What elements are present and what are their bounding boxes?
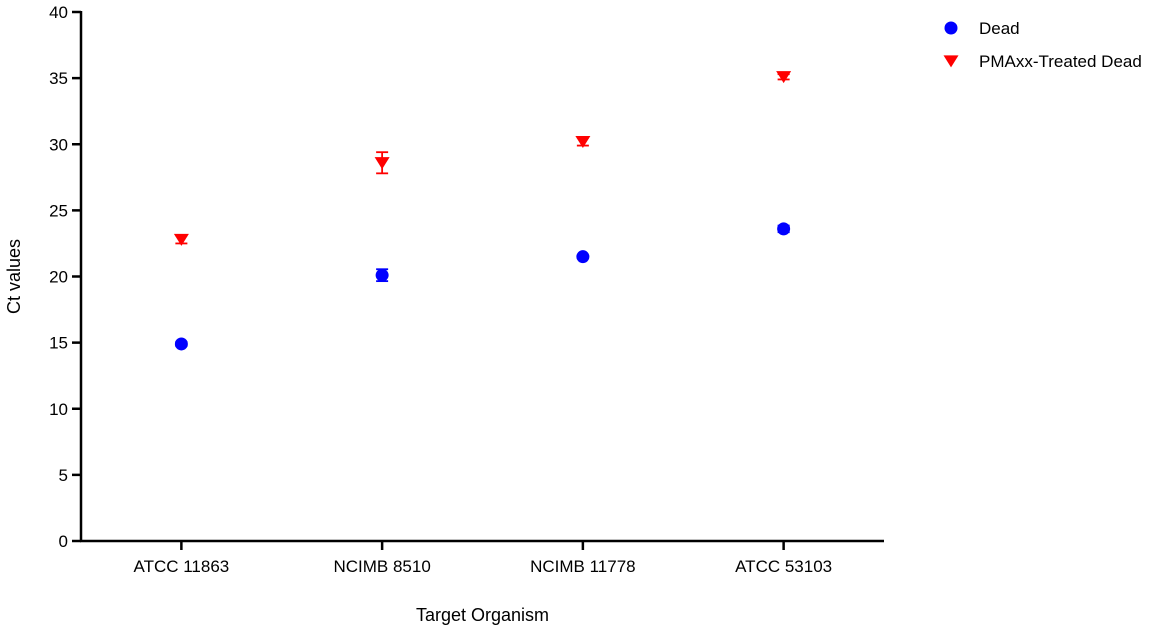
legend-marker xyxy=(943,55,959,68)
legend: Dead PMAxx-Treated Dead xyxy=(943,19,1142,71)
y-tick-label: 5 xyxy=(59,466,68,485)
y-tick-label: 20 xyxy=(49,268,68,287)
x-tick-label: ATCC 11863 xyxy=(134,557,230,576)
y-tick-label: 15 xyxy=(49,334,68,353)
data-point xyxy=(575,135,591,148)
data-point xyxy=(173,233,189,246)
x-axis-title: Target Organism xyxy=(416,605,549,625)
y-axis-title: Ct values xyxy=(4,239,24,314)
y-tick-label: 10 xyxy=(49,400,68,419)
y-tick-label: 25 xyxy=(49,201,68,220)
y-tick-label: 35 xyxy=(49,69,68,88)
y-axis-ticks: 0 5 10 15 20 25 30 35 40 xyxy=(49,3,81,551)
series-layer xyxy=(173,71,792,351)
x-tick-label: NCIMB 11778 xyxy=(530,557,636,576)
series-dead xyxy=(174,222,791,351)
legend-label: PMAxx-Treated Dead xyxy=(979,52,1142,71)
x-tick-label: NCIMB 8510 xyxy=(333,557,430,576)
y-tick-label: 0 xyxy=(59,532,68,551)
x-tick-label: ATCC 53103 xyxy=(735,557,832,576)
y-tick-label: 30 xyxy=(49,135,68,154)
legend-marker xyxy=(944,21,958,35)
legend-item: PMAxx-Treated Dead xyxy=(943,52,1142,71)
data-point xyxy=(374,157,390,170)
data-point xyxy=(174,337,188,351)
series-pmaxx-treated-dead xyxy=(173,71,792,246)
data-point xyxy=(375,268,389,282)
legend-item: Dead xyxy=(944,19,1020,38)
y-tick-label: 40 xyxy=(49,3,68,22)
data-point xyxy=(777,222,791,236)
legend-label: Dead xyxy=(979,19,1020,38)
data-point xyxy=(576,250,590,264)
x-axis-ticks: ATCC 11863 NCIMB 8510 NCIMB 11778 ATCC 5310… xyxy=(134,541,832,576)
data-point xyxy=(776,71,792,84)
